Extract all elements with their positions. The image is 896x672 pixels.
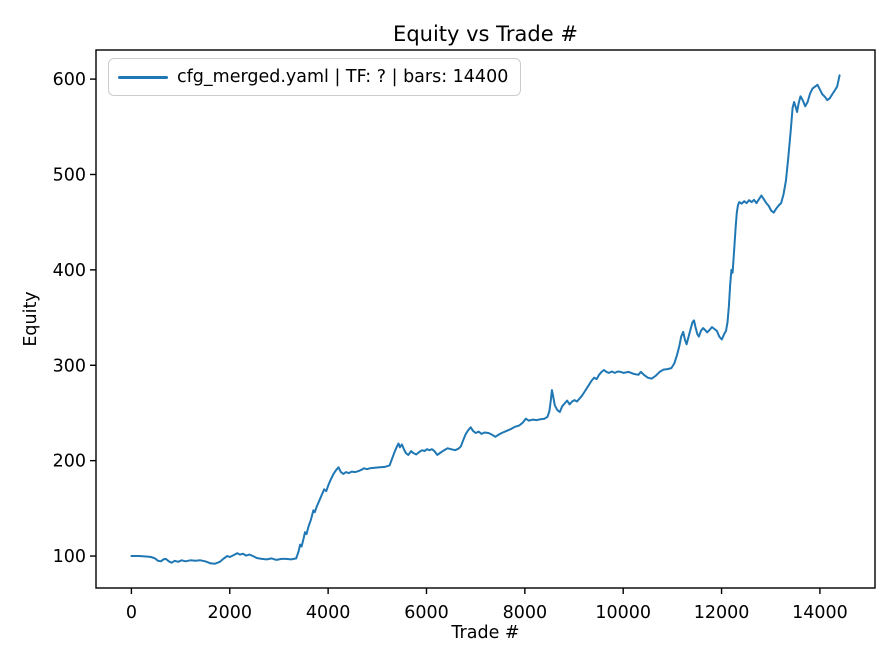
- y-tick-label: 100: [53, 547, 86, 567]
- x-tick-label: 4000: [306, 603, 351, 623]
- x-tick-label: 6000: [404, 603, 449, 623]
- y-axis-label: Equity: [20, 291, 41, 347]
- legend-line-sample: [118, 75, 168, 79]
- x-tick-label: 10000: [595, 603, 651, 623]
- y-tick-label: 500: [53, 165, 86, 185]
- chart-title: Equity vs Trade #: [393, 22, 578, 46]
- x-axis-label: Trade #: [451, 623, 520, 643]
- y-tick-label: 300: [53, 356, 86, 376]
- legend: cfg_merged.yaml | TF: ? | bars: 14400: [108, 58, 522, 96]
- legend-label: cfg_merged.yaml | TF: ? | bars: 14400: [177, 67, 509, 87]
- equity-curve: [130, 74, 841, 565]
- y-tick-label: 200: [53, 452, 86, 472]
- x-tick-label: 0: [126, 603, 137, 623]
- x-tick-label: 8000: [503, 603, 548, 623]
- x-tick-label: 12000: [694, 603, 750, 623]
- y-tick-label: 600: [53, 70, 86, 90]
- x-tick-label: 14000: [792, 603, 848, 623]
- y-tick-label: 400: [53, 261, 86, 281]
- x-tick-label: 2000: [207, 603, 252, 623]
- plot-spines: [95, 49, 876, 589]
